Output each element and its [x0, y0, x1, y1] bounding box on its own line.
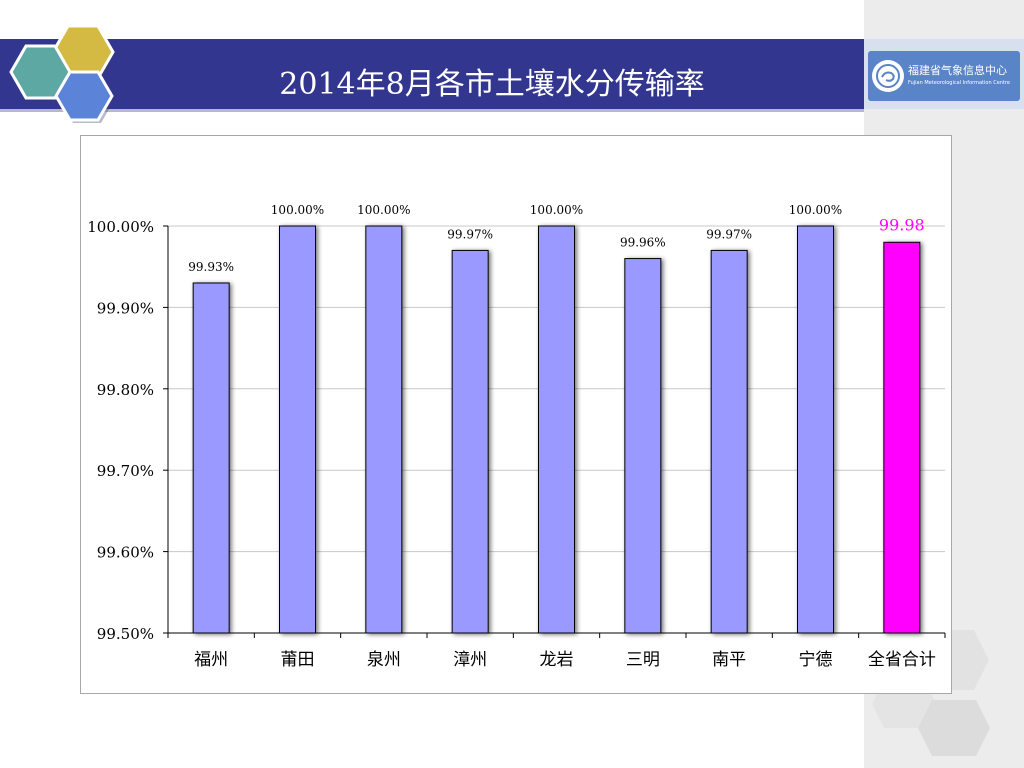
bar — [624, 258, 662, 634]
y-tick-label: 99.70% — [97, 462, 154, 480]
weather-logo-icon — [872, 60, 904, 92]
data-label: 100.00% — [357, 203, 410, 217]
title-band — [0, 39, 864, 109]
bar — [797, 225, 834, 634]
data-label: 100.00% — [271, 203, 324, 217]
x-category-label: 莆田 — [281, 650, 315, 670]
data-label: 99.96% — [620, 236, 666, 250]
x-category-label: 宁德 — [799, 650, 833, 670]
y-tick-label: 99.60% — [97, 544, 154, 562]
data-label: 99.97% — [447, 227, 493, 241]
bar — [883, 241, 921, 634]
bar — [192, 282, 230, 634]
bar — [538, 225, 575, 634]
logo-name: 福建省气象信息中心 — [908, 64, 1007, 77]
title-band-shadow — [0, 109, 864, 112]
hexagon-logo-decoration — [9, 24, 116, 123]
x-category-label: 龙岩 — [540, 650, 574, 670]
x-category-label: 南平 — [712, 650, 746, 670]
data-label: 99.98 — [879, 215, 925, 234]
x-category-label: 漳州 — [453, 650, 487, 670]
x-category-label: 全省合计 — [868, 650, 936, 670]
y-tick-label: 99.50% — [97, 625, 154, 643]
bar — [365, 225, 403, 634]
slide-title: 2014年8月各市土壤水分传输率 — [279, 67, 705, 102]
bar — [279, 225, 316, 634]
y-tick-label: 99.80% — [97, 381, 154, 399]
data-label: 99.93% — [188, 260, 234, 274]
bar-chart: 99.50% 99.60% 99.70% 99.80% 99.90% 100.00% 99.… — [87, 203, 946, 670]
x-category-label: 福州 — [194, 650, 228, 670]
y-tick-label: 99.90% — [97, 299, 154, 317]
bar — [710, 249, 748, 634]
data-label: 100.00% — [530, 203, 583, 217]
x-category-label: 泉州 — [367, 650, 401, 670]
logo-subtitle: Fujian Meteorological Information Centre — [908, 80, 1010, 86]
data-label: 100.00% — [789, 203, 842, 217]
data-label: 99.97% — [706, 227, 752, 241]
y-tick-label: 100.00% — [87, 218, 154, 236]
bar — [451, 249, 489, 634]
x-category-label: 三明 — [626, 650, 660, 670]
